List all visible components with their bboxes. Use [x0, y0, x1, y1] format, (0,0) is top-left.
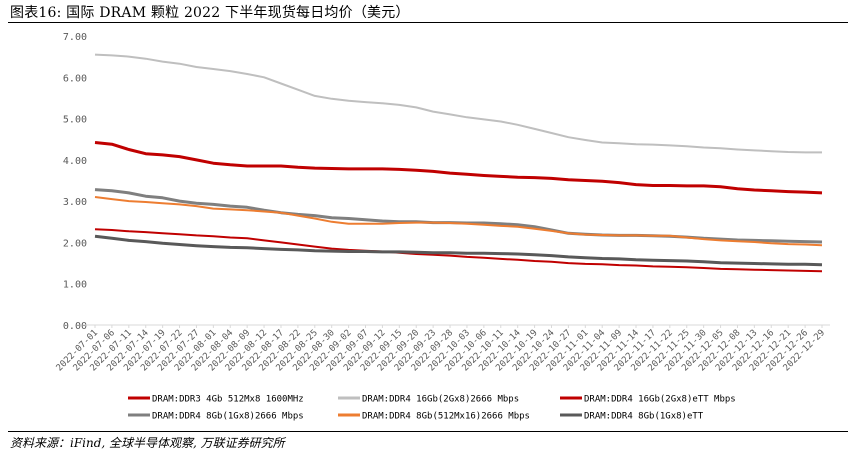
y-tick-label: 0.00	[63, 321, 87, 332]
legend-label: DRAM:DDR4 16Gb(2Gx8)2666 Mbps	[362, 395, 519, 405]
y-tick-label: 4.00	[63, 156, 87, 167]
series-line-6	[94, 234, 823, 267]
series-line-2	[94, 53, 822, 154]
y-tick-label: 3.00	[63, 197, 87, 208]
title-rule	[8, 22, 848, 23]
y-tick-label: 6.00	[63, 73, 87, 84]
y-tick-label: 2.00	[63, 238, 87, 249]
legend: DRAM:DDR3 4Gb 512Mx8 1600MHz DRAM:DDR4 16…	[128, 395, 736, 422]
legend-label: DRAM:DDR4 8Gb(1Gx8)2666 Mbps	[152, 412, 304, 422]
legend-label: DRAM:DDR4 8Gb(512Mx16)2666 Mbps	[362, 412, 530, 422]
chart-title: 图表16: 国际 DRAM 颗粒 2022 下半年现货每日均价（美元）	[10, 5, 410, 21]
y-tick-label: 5.00	[63, 115, 87, 126]
y-axis: 0.00 1.00 2.00 3.00 4.00 5.00 6.00 7.00	[63, 32, 87, 332]
y-tick-label: 1.00	[63, 280, 87, 291]
x-axis: 2022-07-012022-07-062022-07-112022-07-14…	[55, 324, 830, 373]
series-line-3	[94, 141, 823, 195]
y-tick-label: 7.00	[63, 32, 87, 43]
series-line-4	[94, 188, 823, 244]
series-line-1	[94, 228, 823, 273]
legend-label: DRAM:DDR4 8Gb(1Gx8)eTT	[584, 412, 704, 422]
series-line-5	[94, 196, 823, 247]
legend-label: DRAM:DDR3 4Gb 512Mx8 1600MHz	[152, 395, 304, 405]
source-note: 资料来源：iFind, 全球半导体观察, 万联证券研究所	[10, 436, 285, 450]
source-rule	[8, 431, 848, 432]
legend-label: DRAM:DDR4 16Gb(2Gx8)eTT Mbps	[584, 395, 736, 405]
series-lines	[94, 53, 823, 273]
dram-price-line-chart: 0.00 1.00 2.00 3.00 4.00 5.00 6.00 7.00 2022-07…	[55, 32, 830, 422]
